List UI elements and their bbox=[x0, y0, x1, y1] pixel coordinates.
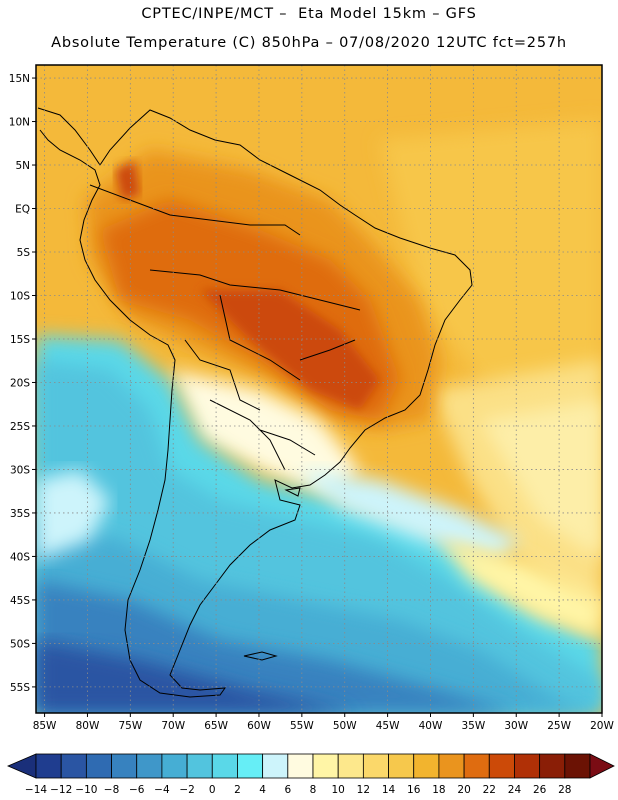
longitude-label: 80W bbox=[76, 720, 100, 732]
colorbar-swatch bbox=[337, 753, 364, 779]
longitude-label: 65W bbox=[204, 720, 228, 732]
longitude-label: 35W bbox=[461, 720, 485, 732]
colorbar-swatch bbox=[413, 753, 440, 779]
colorbar-label: −4 bbox=[154, 784, 170, 796]
latitude-axis: 15N 10N 5N EQ 5S 10S 15S 20S 25S 30S 35S 40S 45S 50S 5… bbox=[9, 73, 36, 694]
longitude-label: 50W bbox=[333, 720, 357, 732]
latitude-label: 20S bbox=[10, 377, 30, 389]
colorbar-swatch bbox=[85, 753, 112, 779]
colorbar-label: 8 bbox=[310, 784, 317, 796]
colorbar-label: −8 bbox=[104, 784, 119, 796]
colorbar-label: −6 bbox=[129, 784, 145, 796]
colorbar-label: 14 bbox=[382, 784, 396, 796]
coastlines bbox=[37, 107, 473, 698]
colorbar-label: 24 bbox=[508, 784, 522, 796]
colorbar-swatch bbox=[463, 753, 490, 779]
latitude-label: 50S bbox=[10, 638, 30, 650]
longitude-label: 60W bbox=[247, 720, 271, 732]
longitude-label: 85W bbox=[33, 720, 57, 732]
latitude-label: 5N bbox=[15, 160, 30, 172]
colorbar: −14 −12 −10 −8 −6 −4 −2 0 2 4 6 8 10 12 14 16 18 20 22 24 26… bbox=[6, 753, 615, 796]
latitude-label: 40S bbox=[10, 551, 30, 563]
longitude-label: 30W bbox=[504, 720, 528, 732]
colorbar-label: 26 bbox=[533, 784, 547, 796]
colorbar-swatch bbox=[35, 753, 62, 779]
colorbar-swatch bbox=[564, 753, 591, 779]
colorbar-label: −2 bbox=[179, 784, 194, 796]
colorbar-label: 2 bbox=[234, 784, 241, 796]
colorbar-swatch bbox=[186, 753, 213, 779]
latitude-label: 10S bbox=[10, 290, 30, 302]
colorbar-swatch bbox=[262, 753, 289, 779]
latitude-label: 25S bbox=[10, 421, 30, 433]
colorbar-label: 10 bbox=[331, 784, 344, 796]
latitude-label: 35S bbox=[10, 508, 30, 520]
latitude-label: 45S bbox=[10, 595, 30, 607]
colorbar-label: 22 bbox=[483, 784, 496, 796]
latitude-label: 55S bbox=[10, 682, 30, 694]
colorbar-label: 20 bbox=[457, 784, 470, 796]
latitude-label: 30S bbox=[10, 464, 30, 476]
colorbar-label: 0 bbox=[209, 784, 216, 796]
colorbar-swatch bbox=[312, 753, 339, 779]
latitude-label: EQ bbox=[15, 204, 30, 216]
longitude-label: 25W bbox=[547, 720, 571, 732]
colorbar-swatch bbox=[514, 753, 541, 779]
colorbar-swatch bbox=[438, 753, 465, 779]
map-frame bbox=[35, 64, 603, 714]
colorbar-swatch bbox=[539, 753, 566, 779]
colorbar-left-arrow bbox=[6, 753, 37, 779]
latitude-label: 15S bbox=[10, 334, 30, 346]
colorbar-swatch bbox=[136, 753, 163, 779]
colorbar-label: 12 bbox=[357, 784, 370, 796]
colorbar-label: −10 bbox=[75, 784, 97, 796]
latitude-label: 15N bbox=[9, 73, 30, 85]
latitude-label: 5S bbox=[17, 247, 31, 259]
graticule bbox=[36, 65, 603, 713]
colorbar-swatch bbox=[161, 753, 188, 779]
colorbar-swatch bbox=[362, 753, 389, 779]
colorbar-swatch bbox=[237, 753, 264, 779]
temperature-field bbox=[36, 65, 602, 713]
longitude-label: 70W bbox=[161, 720, 185, 732]
colorbar-label: −14 bbox=[25, 784, 47, 796]
colorbar-label: 28 bbox=[558, 784, 571, 796]
longitude-label: 20W bbox=[590, 720, 614, 732]
longitude-label: 40W bbox=[419, 720, 443, 732]
colorbar-label: 4 bbox=[259, 784, 266, 796]
longitude-label: 75W bbox=[118, 720, 142, 732]
colorbar-label: 6 bbox=[284, 784, 291, 796]
colorbar-label: 16 bbox=[407, 784, 421, 796]
colorbar-label: −12 bbox=[50, 784, 72, 796]
colorbar-label: 18 bbox=[432, 784, 445, 796]
longitude-label: 45W bbox=[376, 720, 400, 732]
colorbar-swatch bbox=[287, 753, 314, 779]
colorbar-swatch bbox=[211, 753, 238, 779]
latitude-label: 10N bbox=[9, 117, 30, 129]
colorbar-swatch bbox=[388, 753, 415, 779]
colorbar-right-arrow bbox=[589, 753, 615, 779]
colorbar-swatch bbox=[488, 753, 515, 779]
longitude-axis: 85W 80W 75W 70W 65W 60W 55W 50W 45W 40W 35W 30W 25W 2… bbox=[33, 713, 614, 732]
colorbar-swatch bbox=[60, 753, 87, 779]
longitude-label: 55W bbox=[290, 720, 314, 732]
colorbar-swatch bbox=[111, 753, 138, 779]
map-subtitle: Absolute Temperature (C) 850hPa – 07/08/… bbox=[51, 35, 567, 51]
map-title: CPTEC/INPE/MCT – Eta Model 15km – GFS bbox=[141, 6, 477, 22]
